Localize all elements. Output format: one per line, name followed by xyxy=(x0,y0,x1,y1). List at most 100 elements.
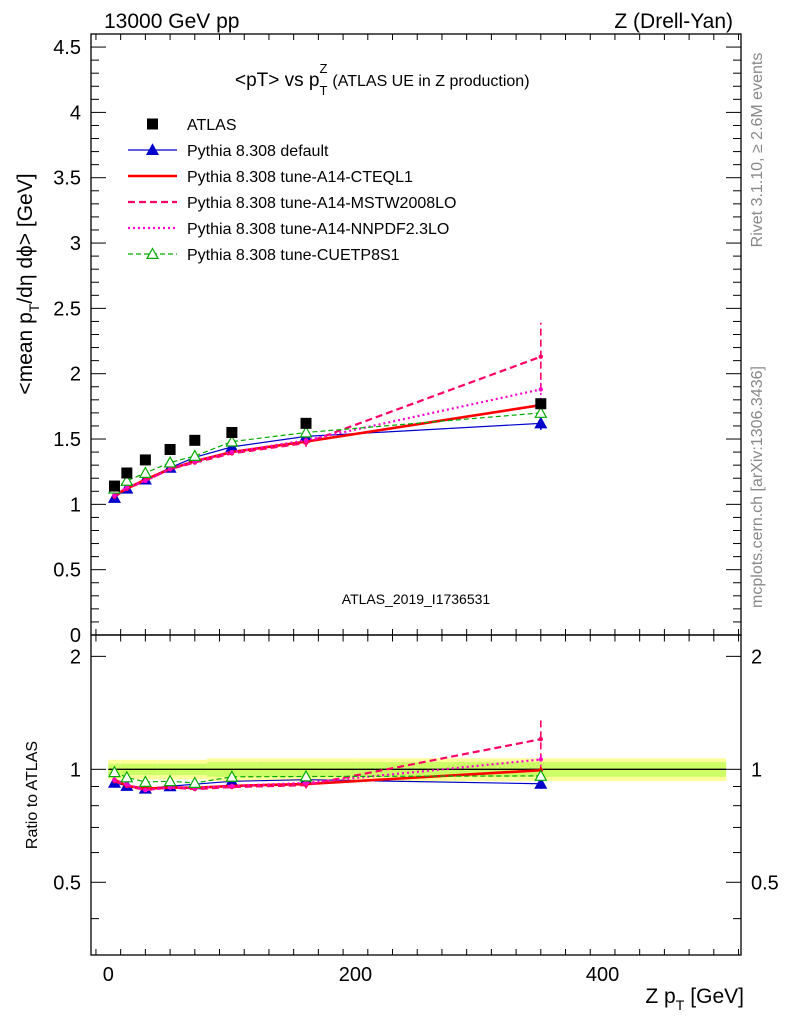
y-axis-label-main: <mean p xyxy=(14,312,37,394)
y-axis-label-sub: T xyxy=(26,303,42,312)
point-ratio-nnpdf-2 xyxy=(143,787,148,793)
atlas-uncertainty-bands xyxy=(108,758,727,782)
point-main-nnpdf-2 xyxy=(143,478,148,484)
point-ratio-cuetp8s1-7 xyxy=(534,769,548,781)
x-axis-label: Z pT [GeV] xyxy=(645,985,744,1013)
point-ratio-nnpdf-1 xyxy=(124,782,130,787)
legend: ATLAS Pythia 8.308 default Pythia 8.308 tu… xyxy=(128,117,456,264)
axes-layer: 0 200 400 0 0.5 1 1.5 2 2.5 3 3.5 4 4.5 0.5 0.5 1 1 2 2 xyxy=(53,34,779,986)
legend-label-ATLAS: ATLAS xyxy=(187,117,237,134)
y-tick-label-8: 4 xyxy=(70,102,81,124)
point-main-cuetp8s1-4 xyxy=(188,449,202,462)
point-main-cuetp8s1-5 xyxy=(225,434,239,447)
point-ratio-cuetp8s1-3 xyxy=(163,774,177,787)
x-axis-label-unit: [GeV] xyxy=(690,985,744,1008)
y-axis-label-rest: /dη dϕ> [GeV] xyxy=(14,173,37,303)
analysis-label: ATLAS_2019_I1736531 xyxy=(342,591,491,607)
point-main-default-7 xyxy=(534,416,548,429)
y-tick-label-5: 2.5 xyxy=(53,298,81,320)
header-process: 13000 GeV pp xyxy=(104,10,239,33)
point-main-nnpdf-7 xyxy=(538,387,544,392)
point-main-nnpdf-1 xyxy=(124,485,130,490)
point-main-ATLAS-6 xyxy=(300,417,312,429)
legend-entry-mstw: Pythia 8.308 tune-A14-MSTW2008LO xyxy=(128,195,456,212)
y-tick-label-2: 1 xyxy=(70,494,81,516)
ratio-panel-frame xyxy=(90,634,742,956)
legend-label-cuetp8s1: Pythia 8.308 tune-CUETP8S1 xyxy=(187,247,400,264)
plot-title-sup: Z xyxy=(319,61,327,76)
point-main-cuetp8s1-3 xyxy=(163,455,177,468)
line-main-mstw xyxy=(113,355,542,498)
ratio-y-tick-label-0: 0.5 xyxy=(53,872,81,894)
legend-entry-ATLAS: ATLAS xyxy=(147,117,237,134)
point-ratio-cuetp8s1-4 xyxy=(188,776,202,788)
point-ratio-nnpdf-5 xyxy=(229,783,235,789)
plot-title-rest: (ATLAS UE in Z production) xyxy=(332,73,529,90)
header-channel: Z (Drell-Yan) xyxy=(614,10,733,33)
series-mstw xyxy=(112,322,544,793)
mcplots-label: mcplots.cern.ch [arXiv:1306.3436] xyxy=(749,366,766,608)
point-main-ATLAS-0 xyxy=(108,480,120,492)
point-ratio-cuetp8s1-0 xyxy=(107,765,121,778)
x-tick-label-0: 0 xyxy=(103,964,114,986)
plot-title: <pT> vs pTZ (ATLAS UE in Z production) xyxy=(235,61,530,98)
y-tick-label-3: 1.5 xyxy=(53,429,81,451)
line-ratio-nnpdf xyxy=(114,758,541,792)
point-ratio-cuetp8s1-2 xyxy=(138,775,152,787)
legend-label-cteql1: Pythia 8.308 tune-A14-CTEQL1 xyxy=(187,169,413,186)
line-main-cteql1 xyxy=(113,403,542,497)
plot-title-sub: T xyxy=(320,83,328,98)
ratio-y-tick-label-right-2: 2 xyxy=(751,646,762,668)
point-main-ATLAS-1 xyxy=(121,467,133,479)
point-main-ATLAS-4 xyxy=(189,434,201,446)
point-ratio-mstw-7 xyxy=(538,736,544,742)
point-ratio-default-7 xyxy=(534,777,548,789)
plot-title-main: <pT> vs p xyxy=(235,70,320,91)
point-main-ATLAS-2 xyxy=(139,454,151,466)
legend-label-default: Pythia 8.308 default xyxy=(187,143,329,160)
point-main-cuetp8s1-6 xyxy=(299,425,313,438)
y-tick-label-6: 3 xyxy=(70,233,81,255)
point-ratio-nnpdf-6 xyxy=(303,780,309,786)
point-main-ATLAS-7 xyxy=(535,398,547,410)
point-main-cuetp8s1-1 xyxy=(120,474,134,486)
y-tick-label-9: 4.5 xyxy=(53,37,81,59)
legend-label-nnpdf: Pythia 8.308 tune-A14-NNPDF2.3LO xyxy=(187,221,449,238)
x-tick-label-400: 400 xyxy=(586,964,619,986)
ratio-y-tick-label-1: 1 xyxy=(70,759,81,781)
y-tick-label-1: 0.5 xyxy=(53,560,81,582)
y-axis-label: <mean pT/dη dϕ> [GeV] xyxy=(14,173,42,394)
series-ATLAS xyxy=(108,398,547,492)
y-tick-label-0: 0 xyxy=(70,625,81,647)
x-axis-label-main: Z p xyxy=(645,985,675,1008)
point-main-ATLAS-3 xyxy=(164,443,176,455)
line-ratio-mstw xyxy=(114,738,542,792)
point-ratio-nnpdf-3 xyxy=(167,785,173,790)
point-ratio-cuetp8s1-6 xyxy=(299,769,313,782)
ratio-y-axis-label: Ratio to ATLAS xyxy=(24,741,41,849)
point-main-nnpdf-3 xyxy=(167,466,173,472)
point-main-nnpdf-6 xyxy=(303,438,309,443)
point-ratio-cuetp8s1-5 xyxy=(225,770,239,782)
legend-marker-cuetp8s1 xyxy=(145,247,160,259)
series-nnpdf xyxy=(112,378,544,793)
legend-marker-default xyxy=(145,143,160,155)
legend-entry-default: Pythia 8.308 default xyxy=(128,143,329,160)
point-main-ATLAS-5 xyxy=(226,426,238,438)
x-axis-label-sub: T xyxy=(676,997,685,1013)
legend-marker-ATLAS xyxy=(147,118,158,130)
point-main-nnpdf-0 xyxy=(112,493,117,498)
legend-entry-cuetp8s1: Pythia 8.308 tune-CUETP8S1 xyxy=(128,247,400,264)
x-tick-label-200: 200 xyxy=(339,964,372,986)
y-tick-label-4: 2 xyxy=(70,364,81,386)
point-ratio-cuetp8s1-1 xyxy=(120,770,134,783)
rivet-version-label: Rivet 3.1.10, ≥ 2.6M events xyxy=(749,53,766,248)
point-ratio-nnpdf-0 xyxy=(112,777,117,782)
ratio-y-tick-label-2: 2 xyxy=(70,646,81,668)
line-main-nnpdf xyxy=(113,388,542,497)
legend-entry-cteql1: Pythia 8.308 tune-A14-CTEQL1 xyxy=(128,169,413,186)
legend-label-mstw: Pythia 8.308 tune-A14-MSTW2008LO xyxy=(187,195,456,212)
line-main-cuetp8s1 xyxy=(114,412,541,490)
y-tick-label-7: 3.5 xyxy=(53,168,81,190)
point-main-nnpdf-5 xyxy=(229,449,235,455)
